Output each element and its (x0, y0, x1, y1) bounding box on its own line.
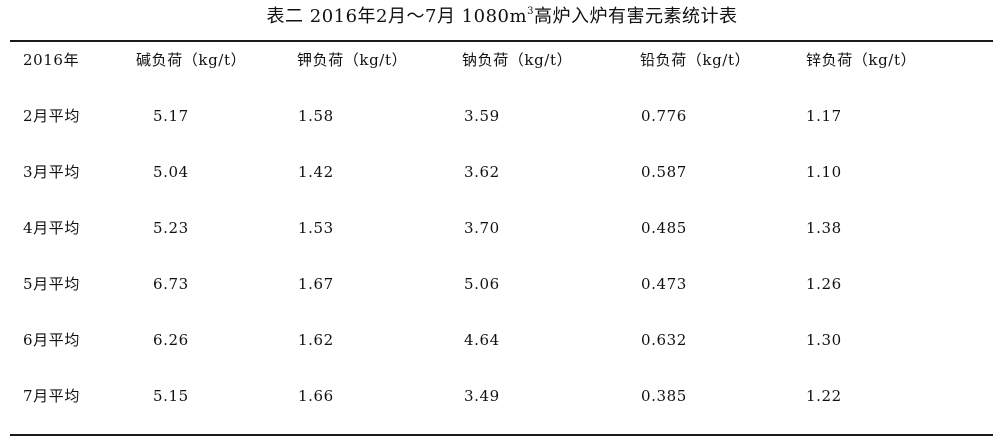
table-cell-sodium-load: 3.70 (464, 219, 500, 237)
table-cell-potassium-load: 1.42 (298, 163, 334, 181)
column-header-sodium: 钠负荷（kg/t） (462, 51, 573, 69)
table-cell-lead-load: 0.632 (641, 331, 687, 349)
table-cell-zinc-load: 1.30 (806, 331, 842, 349)
table-cell-sodium-load: 3.62 (464, 163, 500, 181)
table-cell-month: 6月平均 (23, 331, 80, 349)
column-header-alkali: 碱负荷（kg/t） (136, 51, 247, 69)
column-header-year: 2016年 (23, 51, 80, 69)
table-cell-alkali-load: 6.73 (153, 275, 189, 293)
table-cell-lead-load: 0.473 (641, 275, 687, 293)
table-cell-lead-load: 0.385 (641, 387, 687, 405)
table-cell-zinc-load: 1.10 (806, 163, 842, 181)
table-cell-alkali-load: 6.26 (153, 331, 189, 349)
table-cell-sodium-load: 4.64 (464, 331, 500, 349)
table-cell-month: 2月平均 (23, 107, 80, 125)
table-cell-potassium-load: 1.58 (298, 107, 334, 125)
table-cell-lead-load: 0.776 (641, 107, 687, 125)
table-cell-alkali-load: 5.17 (153, 107, 189, 125)
column-header-potassium: 钾负荷（kg/t） (297, 51, 408, 69)
table-cell-alkali-load: 5.04 (153, 163, 189, 181)
table-bottom-rule (10, 434, 993, 436)
table-cell-sodium-load: 3.59 (464, 107, 500, 125)
table-cell-month: 4月平均 (23, 219, 80, 237)
table-caption: 表二 2016年2月～7月 1080m3高炉入炉有害元素统计表 (0, 4, 1004, 30)
table-cell-month: 5月平均 (23, 275, 80, 293)
table-cell-sodium-load: 3.49 (464, 387, 500, 405)
table-cell-zinc-load: 1.26 (806, 275, 842, 293)
column-header-lead: 铅负荷（kg/t） (640, 51, 751, 69)
table-cell-zinc-load: 1.17 (806, 107, 842, 125)
caption-superscript: 3 (527, 6, 534, 17)
table-cell-sodium-load: 5.06 (464, 275, 500, 293)
table-cell-alkali-load: 5.15 (153, 387, 189, 405)
table-cell-potassium-load: 1.62 (298, 331, 334, 349)
table-cell-potassium-load: 1.66 (298, 387, 334, 405)
table-cell-lead-load: 0.485 (641, 219, 687, 237)
table-cell-month: 7月平均 (23, 387, 80, 405)
caption-text-main: 表二 2016年2月～7月 1080m (266, 6, 528, 27)
table-cell-zinc-load: 1.22 (806, 387, 842, 405)
table-top-rule (10, 40, 993, 42)
table-cell-lead-load: 0.587 (641, 163, 687, 181)
table-cell-potassium-load: 1.53 (298, 219, 334, 237)
table-cell-potassium-load: 1.67 (298, 275, 334, 293)
table-cell-month: 3月平均 (23, 163, 80, 181)
table-cell-alkali-load: 5.23 (153, 219, 189, 237)
column-header-zinc: 锌负荷（kg/t） (806, 51, 917, 69)
table-cell-zinc-load: 1.38 (806, 219, 842, 237)
caption-text-rest: 高炉入炉有害元素统计表 (533, 6, 738, 27)
